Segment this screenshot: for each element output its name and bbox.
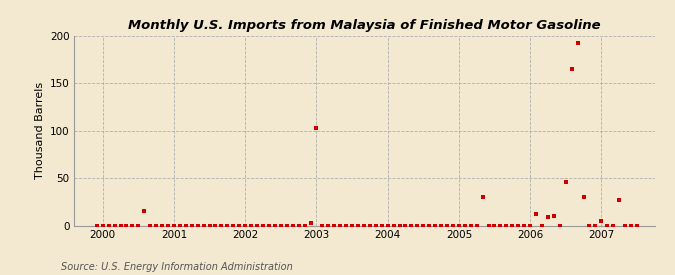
Point [566, 67, 577, 71]
Point [430, 223, 441, 228]
Point [537, 223, 547, 228]
Point [388, 223, 399, 228]
Point [441, 223, 452, 228]
Point [371, 223, 381, 228]
Point [252, 223, 263, 228]
Point [448, 223, 458, 228]
Point [519, 223, 530, 228]
Point [465, 223, 476, 228]
Point [174, 223, 185, 228]
Point [382, 223, 393, 228]
Point [560, 180, 571, 184]
Point [364, 223, 375, 228]
Point [317, 223, 328, 228]
Point [151, 223, 161, 228]
Point [305, 221, 316, 225]
Point [145, 223, 156, 228]
Point [293, 223, 304, 228]
Point [347, 223, 358, 228]
Point [133, 223, 144, 228]
Point [632, 223, 643, 228]
Point [400, 223, 411, 228]
Point [228, 223, 239, 228]
Point [548, 214, 559, 218]
Point [501, 223, 512, 228]
Point [394, 223, 405, 228]
Point [614, 198, 624, 202]
Point [471, 223, 482, 228]
Text: Source: U.S. Energy Information Administration: Source: U.S. Energy Information Administ… [61, 262, 292, 272]
Point [281, 223, 292, 228]
Point [263, 223, 274, 228]
Point [335, 223, 346, 228]
Point [513, 223, 524, 228]
Point [554, 223, 565, 228]
Point [180, 223, 191, 228]
Point [109, 223, 120, 228]
Point [97, 223, 108, 228]
Point [341, 223, 352, 228]
Point [157, 223, 167, 228]
Point [186, 223, 197, 228]
Point [572, 41, 583, 46]
Point [460, 223, 470, 228]
Point [590, 223, 601, 228]
Point [418, 223, 429, 228]
Point [139, 209, 150, 213]
Point [406, 223, 416, 228]
Point [91, 223, 102, 228]
Point [412, 223, 423, 228]
Point [620, 223, 630, 228]
Point [507, 223, 518, 228]
Point [192, 223, 203, 228]
Point [299, 223, 310, 228]
Point [288, 223, 298, 228]
Point [198, 223, 209, 228]
Point [578, 195, 589, 199]
Point [489, 223, 500, 228]
Point [524, 223, 535, 228]
Point [258, 223, 269, 228]
Point [477, 195, 488, 199]
Point [323, 223, 333, 228]
Point [240, 223, 250, 228]
Point [169, 223, 180, 228]
Point [246, 223, 256, 228]
Point [608, 223, 618, 228]
Point [377, 223, 387, 228]
Y-axis label: Thousand Barrels: Thousand Barrels [36, 82, 45, 179]
Point [210, 223, 221, 228]
Point [626, 223, 637, 228]
Point [269, 223, 280, 228]
Point [483, 223, 494, 228]
Point [454, 223, 464, 228]
Point [163, 223, 173, 228]
Point [584, 223, 595, 228]
Point [275, 223, 286, 228]
Point [204, 223, 215, 228]
Point [602, 223, 613, 228]
Point [222, 223, 233, 228]
Title: Monthly U.S. Imports from Malaysia of Finished Motor Gasoline: Monthly U.S. Imports from Malaysia of Fi… [128, 19, 601, 32]
Point [329, 223, 340, 228]
Point [121, 223, 132, 228]
Point [103, 223, 114, 228]
Point [352, 223, 363, 228]
Point [115, 223, 126, 228]
Point [424, 223, 435, 228]
Point [435, 223, 446, 228]
Point [216, 223, 227, 228]
Point [311, 126, 322, 130]
Point [596, 219, 607, 223]
Point [358, 223, 369, 228]
Point [531, 212, 541, 216]
Point [495, 223, 506, 228]
Point [543, 215, 554, 219]
Point [127, 223, 138, 228]
Point [234, 223, 244, 228]
